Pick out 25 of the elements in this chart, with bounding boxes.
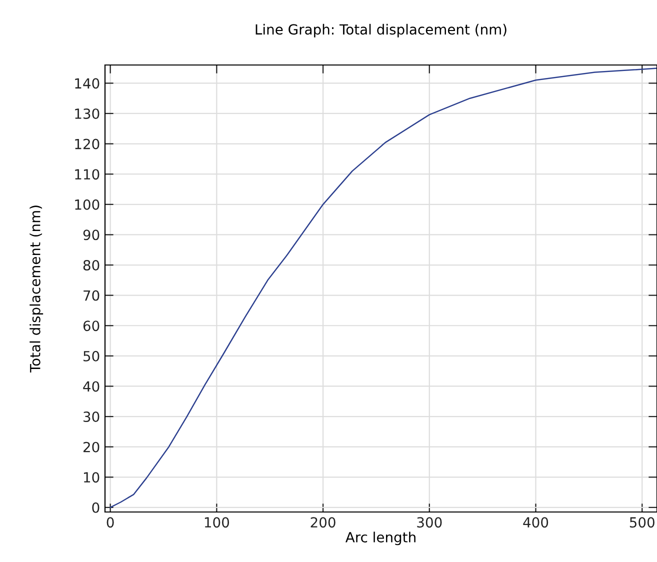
x-tick-label: 100 [204, 517, 230, 528]
y-tick-label: 20 [83, 442, 100, 452]
y-tick-label: 40 [83, 381, 100, 392]
y-tick-label: 110 [75, 169, 100, 180]
y-tick-label: 10 [84, 472, 100, 483]
y-tick-label: 80 [83, 260, 100, 270]
y-tick-label: 100 [75, 199, 100, 210]
y-axis-title: Total displacement (nm) [30, 206, 44, 373]
x-tick-label: 500 [630, 517, 654, 528]
x-axis-title: Arc length [346, 532, 416, 546]
y-tick-label: 30 [84, 412, 100, 422]
y-tick-label: 140 [75, 78, 100, 89]
x-tick-label: 0 [106, 517, 114, 528]
x-tick-label: 300 [417, 517, 442, 528]
y-tick-label: 60 [83, 320, 100, 332]
x-tick-label: 200 [310, 517, 336, 528]
y-tick-label: 120 [75, 138, 100, 150]
line-series [110, 68, 657, 508]
chart-title: Line Graph: Total displacement (nm) [256, 24, 506, 38]
y-tick-label: 0 [92, 502, 100, 513]
y-tick-label: 130 [75, 108, 100, 119]
y-tick-label: 70 [84, 290, 100, 301]
y-tick-label: 90 [83, 230, 100, 240]
y-tick-label: 50 [84, 350, 100, 362]
x-tick-label: 400 [523, 517, 548, 528]
